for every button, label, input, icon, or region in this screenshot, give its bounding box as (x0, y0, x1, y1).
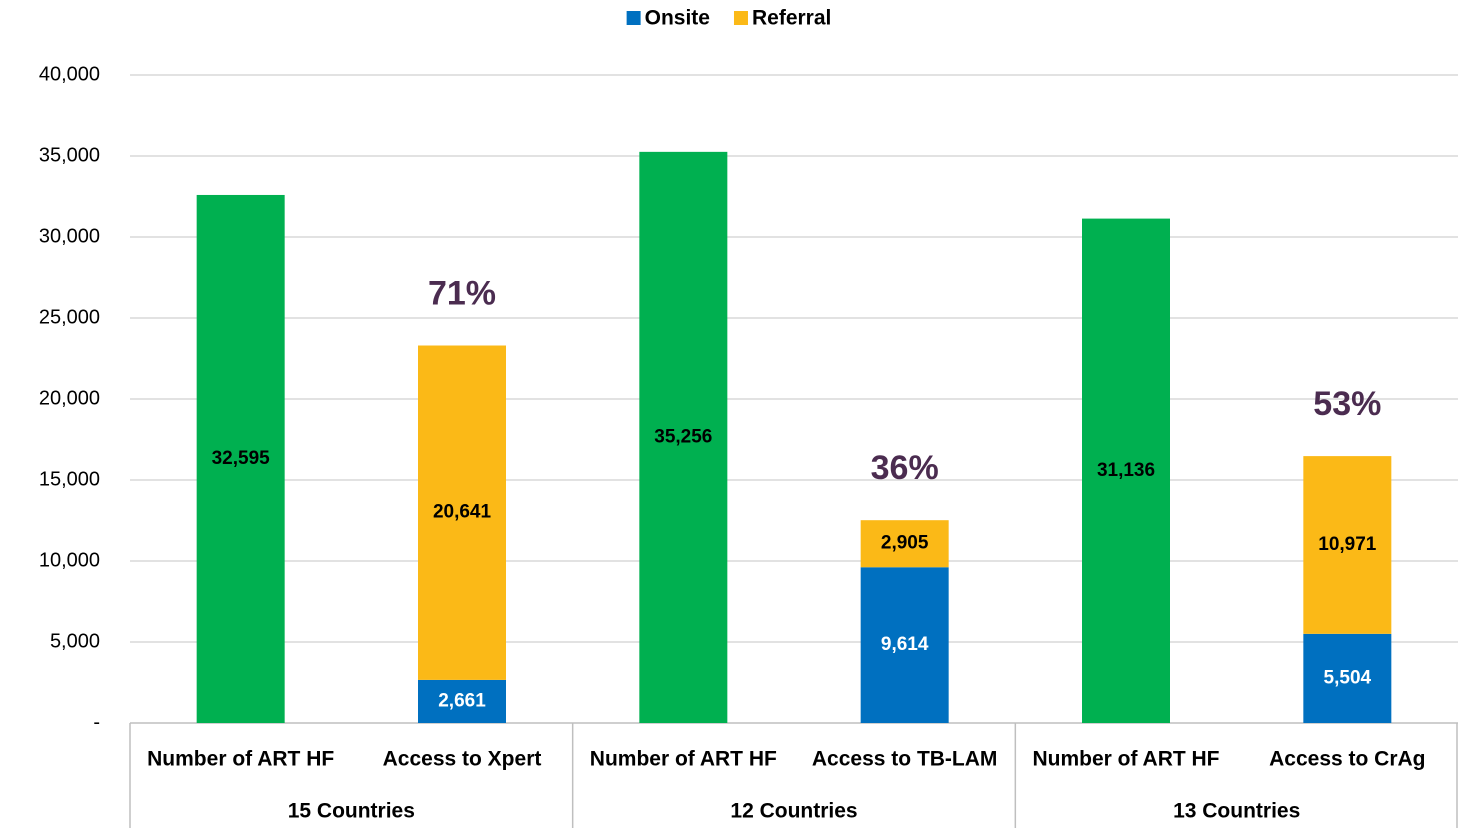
y-tick-label: 20,000 (39, 387, 100, 409)
y-tick-label: 10,000 (39, 549, 100, 571)
y-tick-label: 40,000 (39, 63, 100, 85)
value-label: 31,136 (1097, 460, 1155, 481)
bar-segment (860, 567, 949, 723)
y-tick-label: 35,000 (39, 144, 100, 166)
group-label: 13 Countries (1173, 800, 1300, 823)
value-label: 32,595 (212, 448, 271, 469)
legend-swatch (733, 11, 748, 25)
bar-segment (860, 520, 949, 568)
value-label: 35,256 (654, 426, 712, 447)
bar-segment (418, 679, 506, 723)
bar-segment (418, 345, 506, 680)
legend-label: Referral (752, 7, 831, 30)
value-label: 2,905 (881, 533, 929, 554)
y-tick-label: 15,000 (39, 468, 100, 490)
y-tick-label: 5,000 (50, 630, 100, 652)
x-tick-label: Number of ART HF (147, 748, 334, 771)
value-label: 2,661 (438, 690, 486, 711)
bar-segment (639, 151, 728, 724)
percent-label: 36% (871, 449, 939, 487)
x-tick-label: Access to CrAg (1269, 748, 1425, 771)
percent-label: 71% (428, 274, 496, 312)
legend-swatch (626, 11, 641, 25)
value-label: 10,971 (1318, 534, 1377, 555)
x-tick-label: Number of ART HF (1032, 748, 1219, 771)
bar-segment (1303, 456, 1392, 634)
group-label: 12 Countries (730, 800, 857, 823)
y-tick-label: 30,000 (39, 225, 100, 247)
value-label: 20,641 (433, 502, 492, 523)
y-tick-label: - (93, 711, 100, 733)
bar-segment (196, 194, 285, 723)
x-tick-label: Access to Xpert (383, 748, 542, 771)
y-tick-label: 25,000 (39, 306, 100, 328)
value-label: 9,614 (881, 634, 929, 655)
x-tick-label: Number of ART HF (590, 748, 777, 771)
percent-label: 53% (1313, 385, 1381, 423)
legend-label: Onsite (645, 7, 710, 30)
bar-segment (1082, 218, 1170, 723)
x-tick-label: Access to TB-LAM (812, 748, 998, 771)
bar-segment (1303, 633, 1392, 723)
value-label: 5,504 (1324, 667, 1372, 688)
group-label: 15 Countries (288, 800, 415, 823)
